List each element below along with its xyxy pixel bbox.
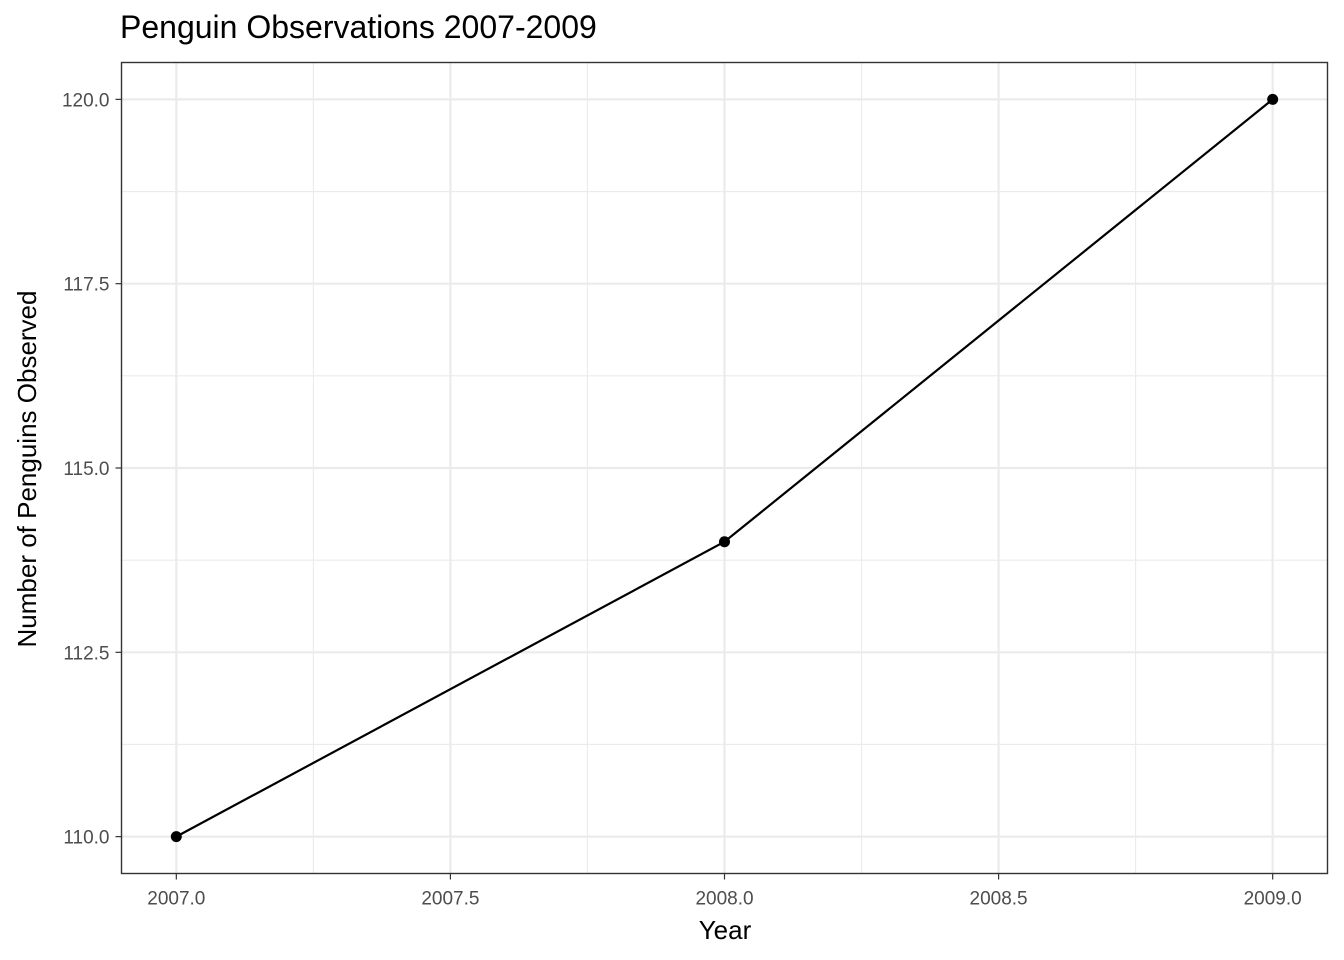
x-axis: 2007.0 2007.5 2008.0 2008.5 2009.0 (147, 873, 1302, 910)
x-tick-label: 2008.0 (695, 889, 753, 910)
data-point-2008 (719, 536, 730, 548)
series-layer (170, 93, 1279, 843)
x-tick-label: 2007.0 (147, 889, 205, 910)
grid-major-lines (121, 62, 1328, 874)
y-tick-label: 112.5 (63, 643, 109, 664)
x-tick-label: 2009.0 (1244, 889, 1302, 910)
y-tick-label: 120.0 (62, 90, 110, 111)
y-tick-label: 117.5 (63, 275, 109, 296)
y-tick-label: 110.0 (63, 828, 109, 849)
y-axis-title: Number of Penguins Observed (12, 291, 42, 648)
chart-title: Penguin Observations 2007-2009 (120, 9, 597, 45)
data-point-2009 (1267, 93, 1279, 105)
y-tick-label: 115.0 (63, 459, 109, 480)
x-axis-title: Year (699, 915, 752, 945)
x-tick-label: 2008.5 (970, 889, 1028, 910)
y-axis: 110.0 112.5 115.0 117.5 120.0 (62, 90, 122, 849)
data-point-2007 (170, 831, 182, 843)
x-tick-label: 2007.5 (421, 889, 479, 910)
